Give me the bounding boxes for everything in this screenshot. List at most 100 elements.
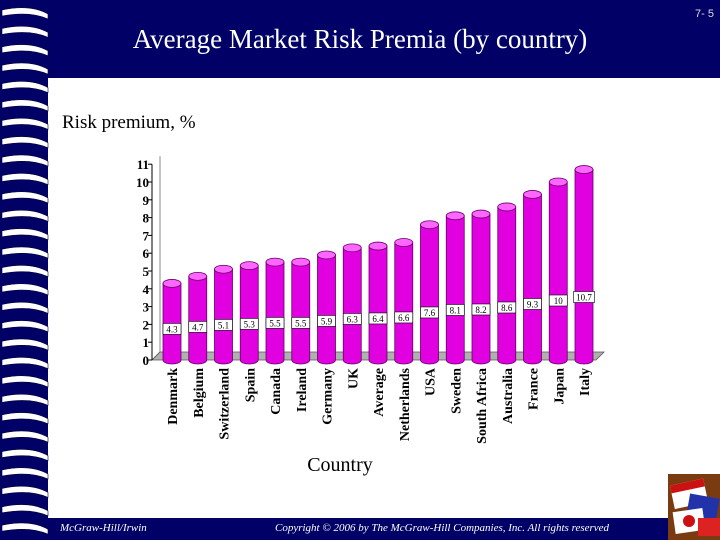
publisher-footer: McGraw-Hill/Irwin	[60, 522, 147, 534]
data-label-box	[445, 304, 465, 316]
bar	[317, 254, 336, 365]
data-label: 5.1	[218, 320, 229, 330]
y-tick-label: 10	[136, 175, 149, 190]
data-label-box	[317, 315, 336, 327]
bar-group	[548, 177, 568, 365]
data-label-box	[162, 323, 182, 335]
bar	[239, 265, 259, 365]
bar	[548, 181, 568, 365]
binding-ring	[1, 393, 49, 406]
x-tick-label: Australia	[501, 368, 516, 424]
bar-group	[573, 165, 595, 365]
y-tick-label: 4	[143, 282, 150, 297]
x-tick-label: Germany	[321, 368, 336, 425]
flags-logo	[668, 474, 720, 540]
bar-top	[342, 243, 362, 253]
data-label: 8.6	[501, 303, 513, 313]
binding-ring	[1, 265, 49, 278]
binding-ring	[1, 25, 49, 38]
bar-top	[420, 220, 439, 230]
y-tick-label: 7	[143, 228, 150, 243]
slide-title: Average Market Risk Premia (by country)	[132, 24, 588, 54]
y-tick-label: 5	[143, 264, 150, 279]
binding-ring	[1, 44, 49, 57]
bar	[445, 215, 465, 365]
y-tick-label: 0	[143, 353, 150, 368]
bar-group	[162, 279, 182, 365]
y-axis-label: Risk premium, %	[62, 112, 196, 133]
data-label-box	[239, 318, 259, 330]
bar-top	[394, 238, 414, 247]
bar-group	[342, 243, 362, 365]
binding-ring	[1, 485, 49, 498]
back-wall-edge	[151, 156, 161, 361]
data-label-box	[214, 319, 233, 331]
binding-ring	[1, 173, 49, 186]
data-label: 7.6	[424, 308, 436, 318]
data-label: 4.7	[192, 322, 204, 332]
data-label: 6.4	[372, 314, 384, 324]
bar	[342, 247, 362, 365]
data-label-box	[523, 298, 542, 310]
binding-ring	[1, 228, 49, 241]
bar-group	[497, 202, 517, 365]
bar-top	[317, 250, 336, 260]
x-tick-label: Switzerland	[218, 368, 233, 440]
binding-ring	[1, 99, 49, 112]
y-tick-label: 3	[143, 300, 150, 315]
x-tick-label: USA	[424, 367, 439, 396]
slide-number: 7- 5	[695, 8, 714, 20]
binding-ring	[1, 338, 49, 351]
x-tick-label: UK	[346, 368, 361, 389]
bar-top	[188, 271, 208, 281]
binding-ring	[1, 301, 49, 314]
data-label-box	[471, 303, 491, 316]
x-tick-label: France	[527, 368, 542, 410]
x-axis-label: Country	[307, 454, 373, 476]
binding-ring	[1, 283, 49, 296]
bar-top	[574, 165, 594, 174]
notebook-binding	[1, 7, 49, 535]
bar	[471, 213, 491, 365]
bar	[291, 261, 311, 365]
x-tick-label: Italy	[578, 368, 593, 396]
binding-ring	[1, 357, 49, 370]
data-label-box	[265, 317, 285, 329]
binding-ring	[1, 209, 49, 222]
bar-top	[497, 202, 517, 212]
bar-top	[291, 257, 311, 267]
bar	[368, 245, 388, 365]
bar-group	[523, 190, 542, 365]
x-tick-label: Sweden	[449, 368, 464, 414]
data-label: 9.3	[527, 299, 539, 309]
data-label: 10.7	[576, 293, 592, 303]
y-tick-label: 6	[143, 246, 150, 261]
bar-group	[214, 264, 233, 365]
data-label: 6.6	[398, 313, 410, 323]
bar	[420, 224, 439, 365]
bar	[574, 169, 594, 365]
bar-top	[265, 257, 285, 267]
bar-group	[471, 209, 491, 365]
binding-ring	[1, 504, 49, 517]
bar-group	[445, 211, 465, 365]
data-label: 8.1	[450, 305, 461, 315]
y-tick-label: 9	[143, 193, 150, 208]
binding-ring	[1, 62, 49, 75]
bar-group	[188, 271, 208, 365]
bar-group	[239, 261, 259, 365]
bar-top	[368, 241, 388, 251]
data-label: 8.2	[475, 305, 486, 315]
binding-ring	[1, 117, 49, 130]
bar	[265, 261, 285, 365]
binding-ring	[1, 320, 49, 333]
binding-ring	[1, 154, 49, 167]
binding-ring	[1, 136, 49, 149]
bar-top	[523, 190, 542, 199]
binding-ring	[1, 449, 49, 462]
data-label-box	[420, 306, 439, 319]
bar	[214, 268, 233, 365]
binding-ring	[1, 522, 49, 535]
x-tick-label: Denmark	[166, 368, 181, 425]
data-label: 5.5	[269, 318, 281, 328]
